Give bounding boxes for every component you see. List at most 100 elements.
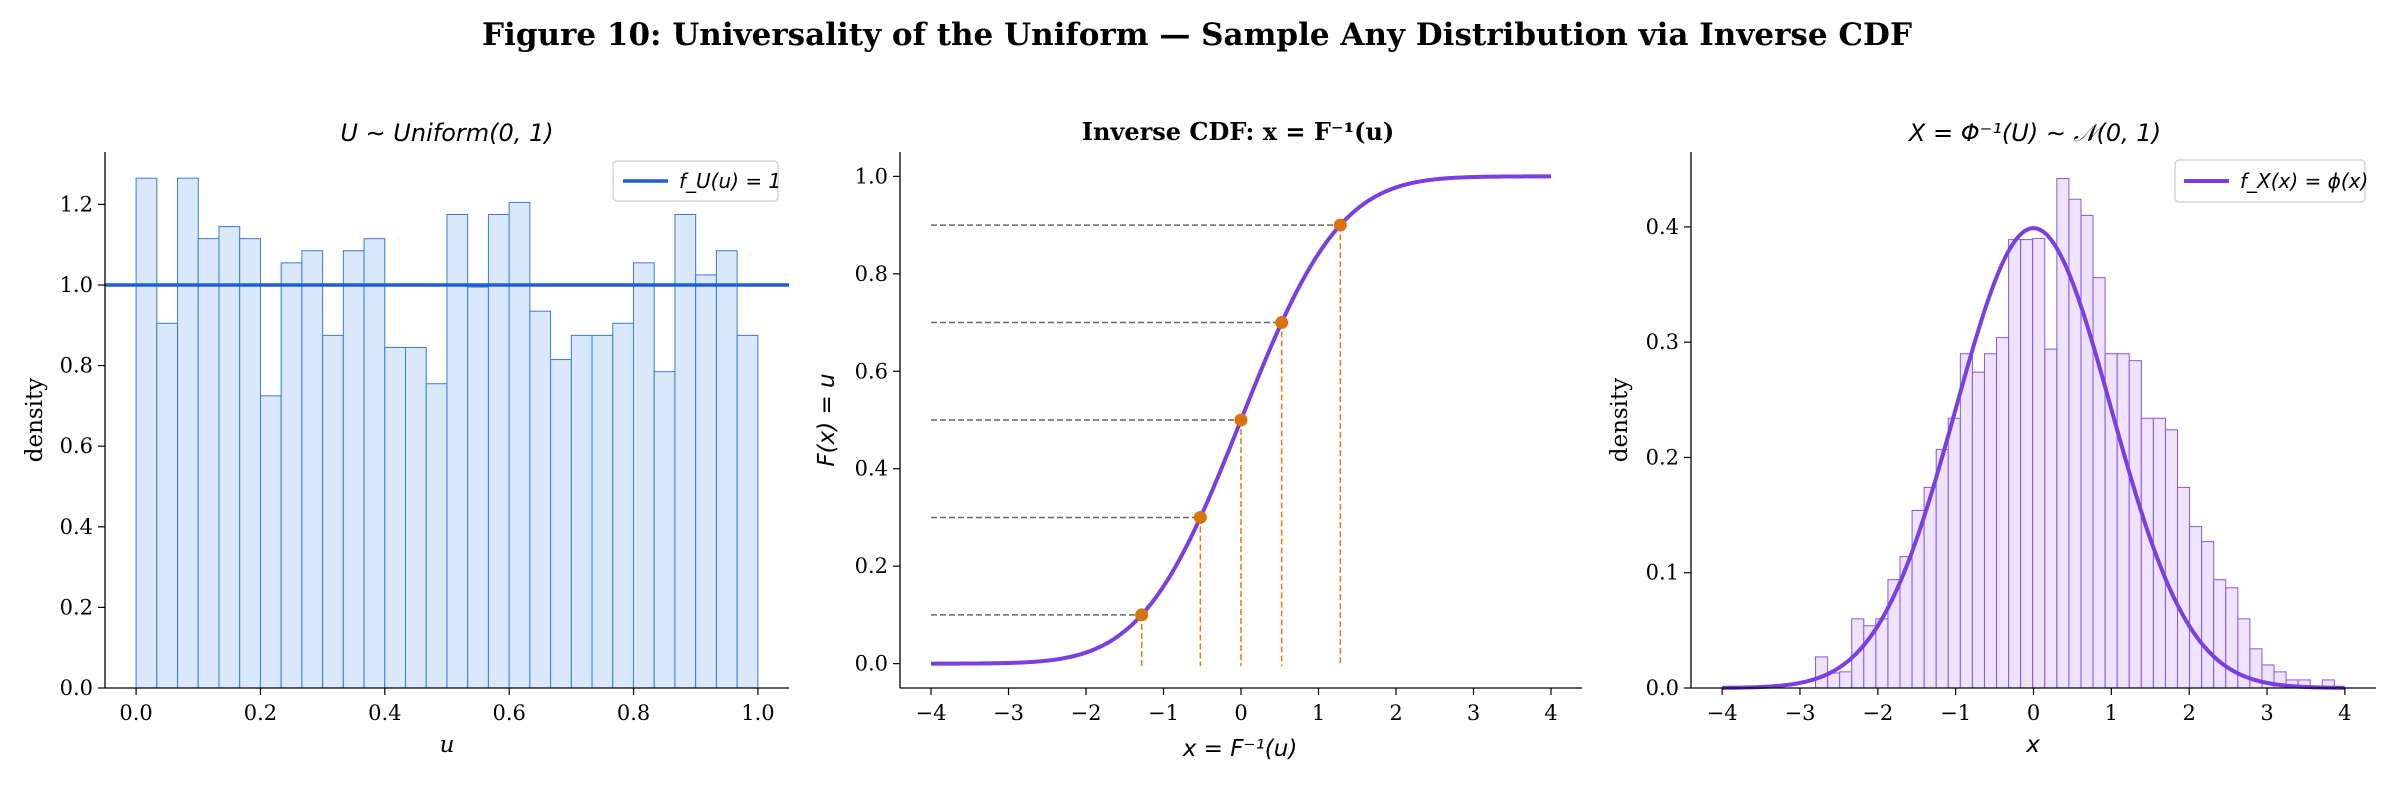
panel2-ytick-label: 0.2 [855,554,888,578]
histogram-bar [384,346,407,689]
histogram-bar [1959,353,1973,689]
panel1-ytick-label: 0.8 [60,354,93,378]
histogram-bar [342,250,365,689]
panel3-legend-label: f_X(x) = ϕ(x) [2240,169,2368,193]
histogram-bar [2128,360,2142,689]
histogram-bar [2020,239,2034,689]
histogram-bar [2092,277,2106,689]
histogram-bar [2032,237,2046,689]
panel3-xtick-label: −1 [1940,701,1971,725]
panel2-xtick-label: −3 [993,701,1024,725]
histogram-bar [715,250,738,689]
panel2-xtick-label: −4 [916,701,947,725]
panel2-ytick-label: 1.0 [855,164,888,188]
panel3-xtick-label: 1 [2105,701,2118,725]
panel3-bars [1815,178,2335,689]
panel2-ytick-label: 0.8 [855,262,888,286]
panel3-xtick-label: −2 [1862,701,1893,725]
panel3-xtick-label: −3 [1784,701,1815,725]
panel2-ytick-label: 0.6 [855,359,888,383]
histogram-bar [2044,348,2058,689]
histogram-bar [1839,671,1853,689]
panel2-xtick-label: 2 [1389,701,1402,725]
histogram-bar [1935,448,1949,689]
panel1-ytick-label: 0.4 [60,515,93,539]
histogram-bar [550,359,572,689]
panel3-xlabel: x [2025,732,2040,758]
panel1-legend-label: f_U(u) = 1 [679,169,781,193]
histogram-bar [2177,486,2191,689]
panel3-ytick-label: 0.4 [1646,215,1679,239]
panel2-guides [931,224,1342,667]
histogram-bar [1947,417,1961,689]
panel1-xlabel: u [440,732,455,758]
panel3-legend: f_X(x) = ϕ(x) [2174,159,2368,203]
panel3-ytick-label: 0.1 [1646,561,1679,585]
histogram-bar [2080,214,2094,689]
histogram-bar [736,334,759,689]
histogram-bar [197,238,220,689]
normal-histogram-panel: X = Φ⁻¹(U) ∼ 𝒩(0, 1) −4 −3 −2 −1 0 1 2 3 4 0.0 0.1… [1607,119,2376,758]
panel1-ytick-label: 0.2 [60,595,93,619]
histogram-bar [2189,526,2203,689]
histogram-bar [570,334,593,689]
histogram-bar [2201,541,2215,689]
panel1-ticks: 0.0 0.2 0.4 0.6 0.8 1.0 0.0 0.2 0.4 0.6 0.8 1.0 1.2 [60,192,775,725]
histogram-bar [467,286,489,689]
histogram-bar [1971,371,1985,689]
panel2-ylabel: F(x) = u [814,373,840,466]
panel1-ytick-label: 0.0 [60,676,93,700]
panel3-xtick-label: 2 [2182,701,2195,725]
panel3-xtick-label: 4 [2338,701,2351,725]
panel3-ylabel: density [1607,378,1633,463]
histogram-bar [363,238,386,689]
histogram-bar [280,262,303,689]
histogram-bar [695,274,717,689]
histogram-bar [322,334,344,689]
panel1-xtick-label: 0.6 [492,701,525,725]
panel3-pdf-curve [1722,226,2345,690]
histogram-bar [1815,656,1829,689]
quantile-point [1275,316,1289,330]
inverse-cdf-panel: Inverse CDF: x = F⁻¹(u) −4 −3 −2 −1 0 1 2 3 4 0.0… [814,117,1582,762]
panel1-ytick-label: 0.6 [60,434,93,458]
panel1-bars [135,177,759,689]
histogram-bar [612,322,634,689]
histogram-bar [1983,353,1998,689]
panel3-xtick-label: −4 [1707,701,1738,725]
histogram-bar [1923,486,1937,689]
panel2-title: Inverse CDF: x = F⁻¹(u) [1082,117,1395,146]
panel2-xtick-label: 3 [1467,701,1480,725]
uniform-histogram-panel: U ∼ Uniform(0, 1) 0.0 0.2 0.4 0.6 0.8 1.00.00… [22,119,789,758]
quantile-point [1234,413,1248,427]
panel1-xtick-label: 0.2 [244,701,277,725]
histogram-bar [135,177,158,689]
histogram-bar [2116,353,2130,689]
histogram-bar [177,177,199,689]
panel2-xtick-label: −2 [1071,701,1102,725]
panel1-ylabel: density [22,378,48,463]
panel1-title-text: U ∼ Uniform(0, 1) [340,119,553,147]
panel1-xtick-label: 0.0 [119,701,152,725]
panel2-ytick-label: 0.4 [855,457,888,481]
histogram-bar [2140,417,2154,689]
panel2-points [1135,218,1347,622]
histogram-bar [653,371,676,689]
panel1-legend: f_U(u) = 1 [612,160,781,202]
panel3-title: X = Φ⁻¹(U) ∼ 𝒩(0, 1) [1907,119,2161,147]
histogram-bar [405,346,427,689]
histogram-bar [156,322,179,689]
panel2-xtick-label: −1 [1148,701,1179,725]
panel1-title: U ∼ Uniform(0, 1) [340,119,553,147]
quantile-point [1193,510,1207,524]
histogram-bar [632,262,655,689]
quantile-point [1333,218,1347,232]
histogram-bar [1996,337,2010,689]
panel3-ytick-label: 0.3 [1646,330,1679,354]
histogram-bar [2213,579,2227,689]
panel1-ytick-label: 1.2 [60,192,93,216]
histogram-bar [508,201,531,689]
panel3-xtick-label: 0 [2027,701,2040,725]
histogram-bar [2164,429,2179,689]
quantile-point [1135,608,1149,622]
